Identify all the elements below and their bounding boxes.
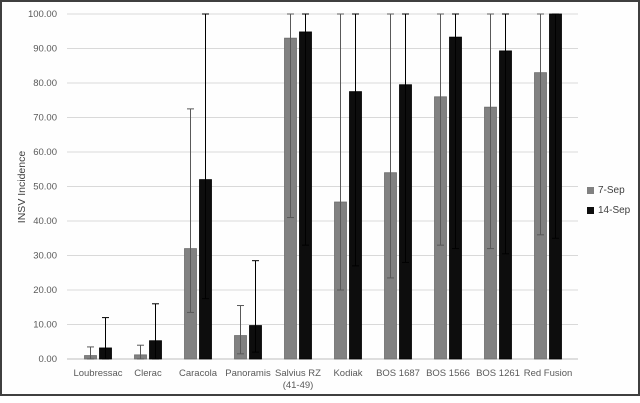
x-category-label: Clerac bbox=[134, 368, 162, 379]
x-category-label: Kodiak bbox=[333, 368, 362, 379]
legend: 7-Sep 14-Sep bbox=[587, 185, 630, 216]
x-category-label-line2: (41-49) bbox=[283, 380, 314, 391]
y-axis-tick-labels: 0.00 10.00 20.00 30.00 40.00 50.00 60.00 70.00 8… bbox=[28, 9, 57, 365]
x-category-label: BOS 1261 bbox=[476, 368, 520, 379]
legend-label-7-sep: 7-Sep bbox=[598, 185, 625, 196]
y-axis-title: INSV Incidence bbox=[16, 151, 28, 224]
x-category-label: Loubressac bbox=[73, 368, 122, 379]
y-tick-label: 70.00 bbox=[33, 113, 57, 124]
y-tick-label: 0.00 bbox=[39, 354, 58, 365]
x-axis-category-labels: Loubressac Clerac Caracola Panoramis Salvius… bbox=[73, 368, 572, 391]
y-tick-label: 30.00 bbox=[33, 251, 57, 262]
legend-swatch-7-sep-icon bbox=[587, 187, 594, 194]
legend-label-14-sep: 14-Sep bbox=[598, 205, 631, 216]
y-tick-label: 50.00 bbox=[33, 182, 57, 193]
x-category-label: BOS 1566 bbox=[426, 368, 470, 379]
y-tick-label: 20.00 bbox=[33, 285, 57, 296]
y-tick-label: 80.00 bbox=[33, 78, 57, 89]
x-category-label: BOS 1687 bbox=[376, 368, 420, 379]
y-tick-label: 40.00 bbox=[33, 216, 57, 227]
x-category-label: Caracola bbox=[179, 368, 218, 379]
x-category-label: Panoramis bbox=[225, 368, 271, 379]
y-tick-label: 10.00 bbox=[33, 320, 57, 331]
legend-item-14-sep: 14-Sep bbox=[587, 205, 630, 216]
y-tick-label: 90.00 bbox=[33, 44, 57, 55]
x-category-label: Red Fusion bbox=[524, 368, 573, 379]
x-category-label: Salvius RZ bbox=[275, 368, 321, 379]
legend-item-7-sep: 7-Sep bbox=[587, 185, 630, 196]
y-tick-label: 100.00 bbox=[28, 9, 57, 20]
error-bars bbox=[87, 13, 559, 360]
legend-swatch-14-sep-icon bbox=[587, 207, 594, 214]
y-tick-label: 60.00 bbox=[33, 147, 57, 158]
